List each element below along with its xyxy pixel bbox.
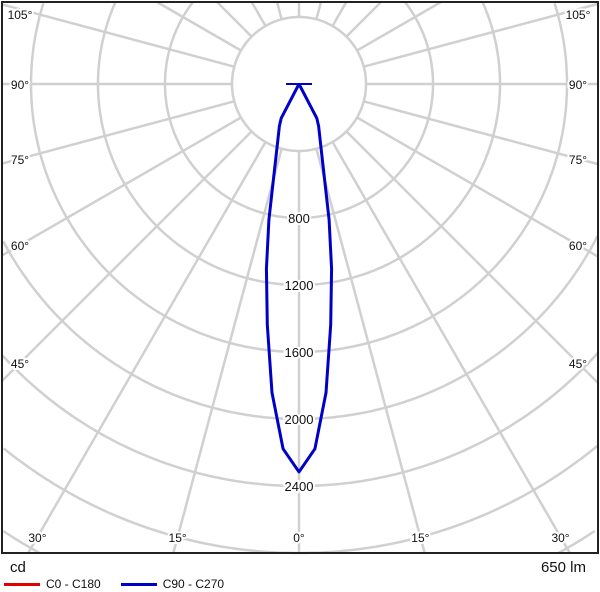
polar-chart: 800 1200 1600 2000 2400 0° 15° 15° 30° 30° 45° 45° 6… (1, 0, 599, 555)
grid-spoke (356, 0, 442, 52)
angle-tick-label: 0° (293, 531, 305, 545)
grid-spoke (275, 1, 283, 20)
angle-tick-label: 15° (169, 531, 187, 545)
legend-item-c90-c270: C90 - C270 (120, 577, 225, 591)
grid-spoke (356, 116, 599, 258)
angle-tick-label: 60° (11, 239, 29, 253)
radial-tick-label: 2400 (285, 479, 314, 494)
grid-spoke (315, 148, 426, 554)
legend-swatch-blue (120, 582, 157, 586)
radial-tick-label: 1600 (285, 345, 314, 360)
angle-tick-label: 30° (28, 531, 46, 545)
radial-tick-label: 800 (288, 211, 310, 226)
legend: C0 - C180 C90 - C270 (4, 577, 224, 591)
legend-swatch-red (4, 582, 40, 586)
grid-ring-1600 (29, 3, 569, 354)
grid-spoke (1, 130, 253, 382)
grid-spoke (331, 141, 571, 554)
legend-item-c0-c180: C0 - C180 (4, 577, 101, 591)
unit-label: cd (10, 559, 26, 576)
grid-spoke (216, 1, 253, 38)
grid-spoke (345, 130, 599, 384)
grid-spoke (156, 0, 242, 52)
grid-ring-2400 (1, 352, 599, 488)
angle-tick-label: 45° (569, 357, 587, 371)
grid-spoke (27, 141, 267, 554)
angle-tick-label: 90° (11, 78, 29, 92)
chart-frame (1, 1, 599, 554)
series-curve-1 (264, 83, 334, 474)
legend-label: C0 - C180 (46, 577, 101, 591)
angle-tick-label: 15° (411, 531, 429, 545)
angle-tick-label: 105° (566, 8, 591, 22)
grid-ring-800 (163, 1, 435, 220)
angle-tick-label: 60° (569, 239, 587, 253)
angle-tick-label: 75° (11, 153, 29, 167)
angle-tick-label: 30° (551, 531, 569, 545)
grid-spoke (345, 1, 382, 38)
plot-area: 800 1200 1600 2000 2400 (1, 0, 599, 555)
grid-ring-1200 (96, 1, 502, 287)
grid-spoke (1, 3, 235, 68)
grid-spoke (363, 100, 599, 166)
radial-tick-label: 1200 (285, 278, 314, 293)
radial-tick-label: 2000 (285, 412, 314, 427)
luminous-flux-label: 650 lm (540, 559, 586, 576)
angle-tick-label: 90° (569, 78, 587, 92)
grid-ring-2000 (2, 235, 599, 421)
grid-spoke (331, 1, 348, 27)
grid-ring-2800 (3, 444, 599, 555)
grid-spoke (1, 100, 235, 165)
grid-ring-3200 (2, 529, 596, 554)
legend-label: C90 - C270 (162, 577, 225, 591)
grid-spoke (1, 116, 242, 257)
angle-tick-label: 105° (8, 8, 33, 22)
angle-tick-label: 45° (11, 357, 29, 371)
grid-spoke (315, 1, 323, 20)
angle-tick-label: 75° (569, 153, 587, 167)
grid-spoke (172, 148, 283, 554)
grid-spoke (250, 1, 267, 27)
grid-spoke (363, 2, 599, 68)
